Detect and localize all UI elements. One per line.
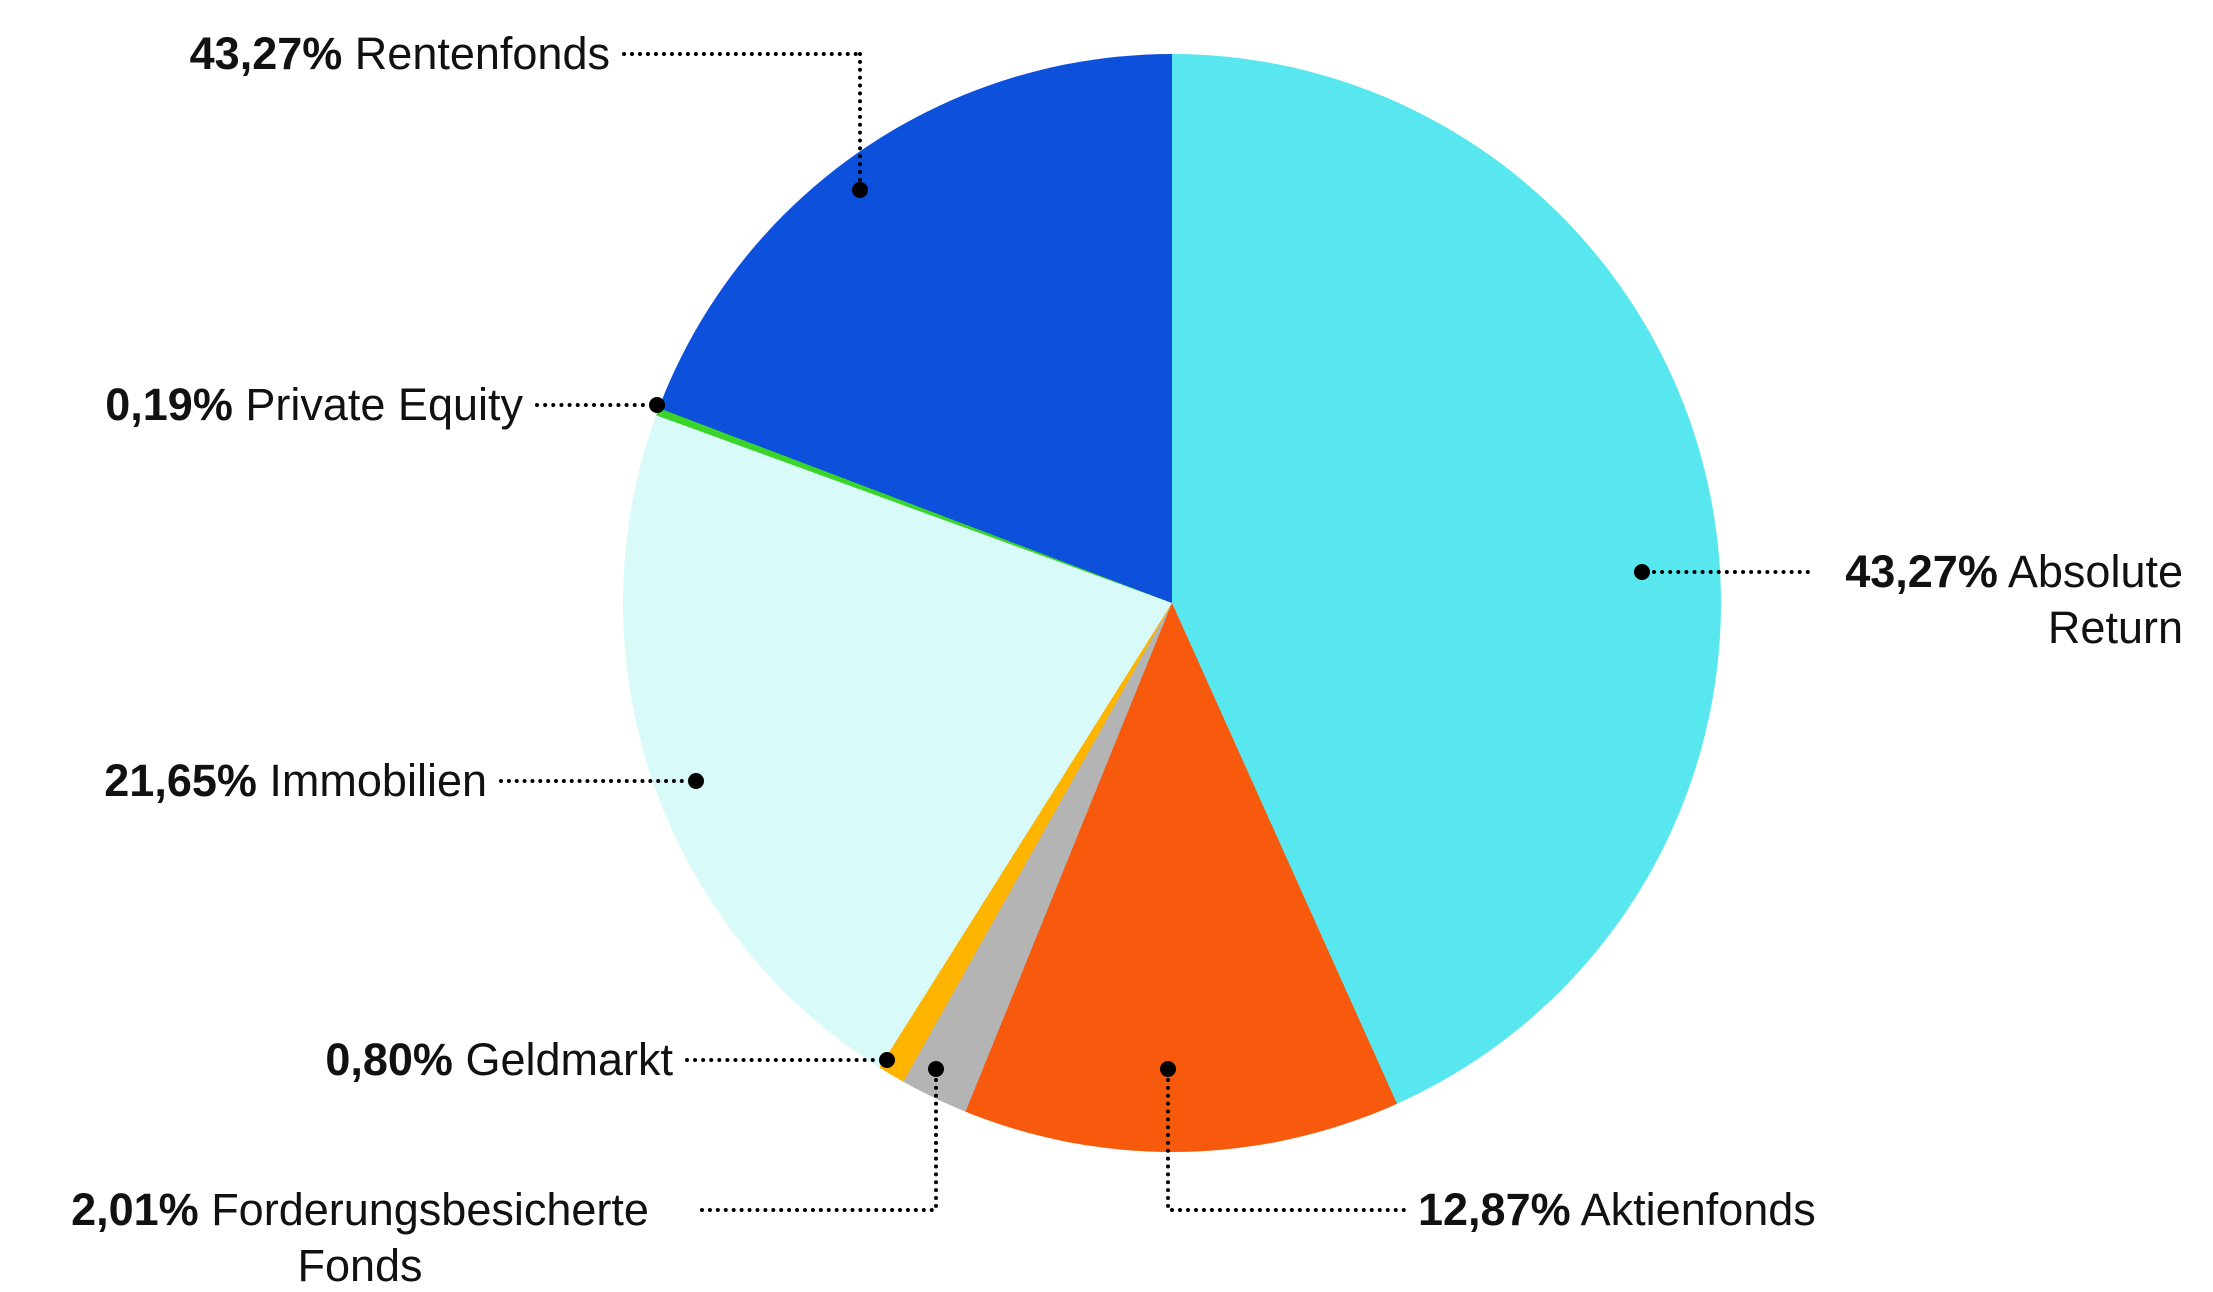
private-equity-percent: 0,19% — [105, 379, 233, 430]
callout-dot-aktienfonds — [1160, 1061, 1176, 1077]
rentenfonds-percent: 43,27% — [189, 28, 343, 79]
leader-line-private-equity — [535, 403, 645, 407]
callout-aktienfonds: 12,87% Aktienfonds — [1418, 1182, 2018, 1238]
leader-line-forderungsbesicherte-fonds — [934, 1078, 938, 1208]
callout-forderungsbesicherte-fonds: 2,01% Forderungsbesicherte Fonds — [30, 1182, 690, 1292]
rentenfonds-label: Rentenfonds — [354, 28, 610, 79]
absolute-return-label: Absolute Return — [2007, 546, 2183, 653]
callout-dot-absolute-return — [1634, 564, 1650, 580]
geldmarkt-percent: 0,80% — [325, 1034, 453, 1085]
callout-immobilien: 21,65% Immobilien — [60, 753, 487, 809]
private-equity-label: Private Equity — [245, 379, 523, 430]
callout-dot-rentenfonds — [852, 182, 868, 198]
callout-geldmarkt: 0,80% Geldmarkt — [240, 1032, 673, 1088]
callout-rentenfonds: 43,27% Rentenfonds — [120, 26, 610, 82]
immobilien-label: Immobilien — [269, 755, 487, 806]
callout-dot-private-equity — [649, 397, 665, 413]
leader-line-absolute-return — [1652, 570, 1810, 574]
aktienfonds-label: Aktienfonds — [1580, 1184, 1816, 1235]
leader-line-aktienfonds — [1166, 1078, 1170, 1208]
leader-line-rentenfonds — [622, 52, 858, 56]
leader-line-rentenfonds — [858, 52, 862, 182]
forderungsbesicherte-fonds-label: Forderungsbesicherte Fonds — [211, 1184, 649, 1291]
callout-private-equity: 0,19% Private Equity — [60, 377, 523, 433]
callout-dot-immobilien — [688, 773, 704, 789]
leader-line-immobilien — [499, 779, 684, 783]
pie — [623, 54, 1721, 1152]
aktienfonds-percent: 12,87% — [1418, 1184, 1571, 1235]
leader-line-aktienfonds — [1170, 1208, 1406, 1212]
immobilien-percent: 21,65% — [104, 755, 257, 806]
callout-dot-geldmarkt — [879, 1052, 895, 1068]
callout-dot-forderungsbesicherte-fonds — [928, 1061, 944, 1077]
leader-line-geldmarkt — [685, 1058, 875, 1062]
forderungsbesicherte-fonds-percent: 2,01% — [71, 1184, 199, 1235]
geldmarkt-label: Geldmarkt — [465, 1034, 673, 1085]
callout-absolute-return: 43,27% Absolute Return — [1803, 544, 2183, 656]
leader-line-forderungsbesicherte-fonds — [700, 1208, 934, 1212]
absolute-return-percent: 43,27% — [1845, 546, 1998, 597]
